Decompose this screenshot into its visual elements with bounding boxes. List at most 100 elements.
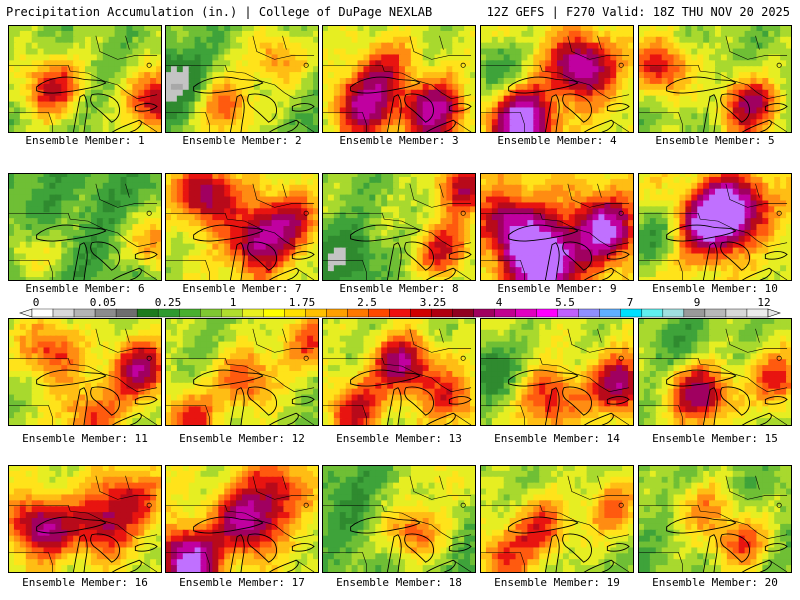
ensemble-map-panel <box>165 25 319 133</box>
colorbar-swatch <box>157 308 180 318</box>
page-title: Precipitation Accumulation (in.) | Colle… <box>6 5 433 19</box>
colorbar-swatch <box>31 308 54 318</box>
ensemble-map-panel <box>8 318 162 426</box>
ensemble-map-panel <box>165 465 319 573</box>
colorbar-swatch <box>725 308 748 318</box>
colorbar-swatch <box>52 308 75 318</box>
precipitation-map <box>166 174 318 280</box>
ensemble-map-panel <box>322 465 476 573</box>
precipitation-map <box>481 26 633 132</box>
ensemble-member-label: Ensemble Member: 18 <box>336 576 462 589</box>
ensemble-map-panel <box>322 173 476 281</box>
colorbar-tick-label: 2.5 <box>357 296 377 309</box>
precipitation-map <box>639 174 791 280</box>
colorbar-swatch <box>263 308 285 318</box>
colorbar-tick-label: 12 <box>757 296 770 309</box>
colorbar-tick-label: 4 <box>496 296 503 309</box>
colorbar-swatch <box>536 308 558 318</box>
colorbar-tick-label: 1 <box>230 296 237 309</box>
ensemble-member-label: Ensemble Member: 5 <box>655 134 775 147</box>
precipitation-map <box>166 466 318 572</box>
ensemble-member-label: Ensemble Member: 13 <box>336 432 462 445</box>
ensemble-member-label: Ensemble Member: 11 <box>22 432 148 445</box>
colorbar-swatch <box>178 308 201 318</box>
precipitation-map <box>639 319 791 425</box>
ensemble-member-label: Ensemble Member: 20 <box>652 576 778 589</box>
ensemble-map-panel <box>8 173 162 281</box>
colorbar: 0 0.05 0.25 1 1.75 2.5 3.25 4 5.5 7 9 12 <box>0 296 800 320</box>
precipitation-map <box>166 26 318 132</box>
ensemble-map-panel <box>8 465 162 573</box>
precipitation-map <box>323 26 475 132</box>
colorbar-swatch <box>494 308 516 318</box>
precipitation-map <box>481 319 633 425</box>
colorbar-swatch <box>431 308 453 318</box>
colorbar-swatch <box>115 308 138 318</box>
colorbar-swatch <box>94 308 117 318</box>
precipitation-map <box>481 174 633 280</box>
run-info: 12Z GEFS | F270 Valid: 18Z THU NOV 20 20… <box>486 5 790 19</box>
ensemble-member-label: Ensemble Member: 6 <box>25 282 145 295</box>
ensemble-member-label: Ensemble Member: 7 <box>182 282 302 295</box>
precipitation-map <box>9 319 161 425</box>
colorbar-swatch <box>662 308 685 318</box>
colorbar-swatch <box>746 308 769 318</box>
colorbar-swatch <box>452 308 474 318</box>
colorbar-tick-label: 7 <box>627 296 634 309</box>
colorbar-swatch <box>389 308 411 318</box>
colorbar-swatch <box>284 308 306 318</box>
colorbar-swatch <box>368 308 390 318</box>
precipitation-map <box>166 319 318 425</box>
colorbar-tick-label: 3.25 <box>420 296 447 309</box>
ensemble-member-label: Ensemble Member: 1 <box>25 134 145 147</box>
colorbar-tick-label: 1.75 <box>289 296 316 309</box>
precipitation-map <box>323 319 475 425</box>
ensemble-member-label: Ensemble Member: 19 <box>494 576 620 589</box>
colorbar-min-arrow <box>19 308 33 318</box>
precipitation-map <box>9 174 161 280</box>
ensemble-map-panel <box>165 173 319 281</box>
precipitation-map <box>323 174 475 280</box>
colorbar-swatch <box>410 308 432 318</box>
precipitation-map <box>639 26 791 132</box>
ensemble-member-label: Ensemble Member: 12 <box>179 432 305 445</box>
ensemble-member-label: Ensemble Member: 17 <box>179 576 305 589</box>
colorbar-tick-label: 0 <box>33 296 40 309</box>
colorbar-swatch <box>599 308 621 318</box>
colorbar-swatch <box>578 308 600 318</box>
ensemble-map-panel <box>322 318 476 426</box>
ensemble-member-label: Ensemble Member: 4 <box>497 134 617 147</box>
colorbar-tick-label: 5.5 <box>555 296 575 309</box>
ensemble-map-panel <box>480 465 634 573</box>
ensemble-map-panel <box>322 25 476 133</box>
colorbar-tick-label: 9 <box>694 296 701 309</box>
ensemble-map-panel <box>480 173 634 281</box>
precipitation-map <box>639 466 791 572</box>
ensemble-member-label: Ensemble Member: 8 <box>339 282 459 295</box>
ensemble-map-panel <box>638 318 792 426</box>
colorbar-graphic: 0 0.05 0.25 1 1.75 2.5 3.25 4 5.5 7 9 12 <box>19 296 781 318</box>
colorbar-swatch <box>620 308 643 318</box>
precipitation-map <box>323 466 475 572</box>
colorbar-swatch <box>557 308 579 318</box>
ensemble-map-panel <box>480 25 634 133</box>
ensemble-map-panel <box>638 173 792 281</box>
ensemble-map-panel <box>480 318 634 426</box>
precipitation-map <box>481 466 633 572</box>
ensemble-member-label: Ensemble Member: 9 <box>497 282 617 295</box>
colorbar-swatch <box>200 308 222 318</box>
ensemble-member-label: Ensemble Member: 3 <box>339 134 459 147</box>
ensemble-member-label: Ensemble Member: 15 <box>652 432 778 445</box>
colorbar-swatch <box>73 308 96 318</box>
ensemble-map-panel <box>165 318 319 426</box>
colorbar-swatch <box>704 308 727 318</box>
colorbar-swatch <box>326 308 348 318</box>
ensemble-member-label: Ensemble Member: 2 <box>182 134 302 147</box>
ensemble-member-label: Ensemble Member: 16 <box>22 576 148 589</box>
ensemble-map-panel <box>8 25 162 133</box>
colorbar-swatch <box>347 308 369 318</box>
precipitation-map <box>9 466 161 572</box>
ensemble-map-panel <box>638 25 792 133</box>
colorbar-swatch <box>242 308 264 318</box>
colorbar-swatch <box>683 308 706 318</box>
